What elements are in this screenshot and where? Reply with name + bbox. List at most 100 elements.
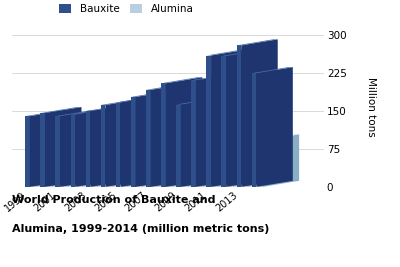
Polygon shape bbox=[90, 105, 127, 187]
Bar bbox=[32, 160, 36, 187]
Text: Alumina, 1999-2014 (million metric tons): Alumina, 1999-2014 (million metric tons) bbox=[12, 224, 269, 234]
Polygon shape bbox=[146, 84, 187, 90]
Polygon shape bbox=[213, 135, 254, 142]
Bar bbox=[101, 105, 105, 187]
Polygon shape bbox=[101, 99, 142, 105]
Polygon shape bbox=[211, 49, 248, 187]
Legend: Bauxite, Alumina: Bauxite, Alumina bbox=[55, 0, 198, 18]
Polygon shape bbox=[222, 50, 263, 56]
Bar bbox=[47, 159, 51, 187]
Polygon shape bbox=[45, 107, 82, 187]
Polygon shape bbox=[56, 110, 96, 116]
Bar bbox=[176, 104, 181, 187]
Polygon shape bbox=[248, 133, 284, 187]
Bar bbox=[243, 139, 248, 187]
Polygon shape bbox=[131, 91, 172, 97]
Polygon shape bbox=[241, 39, 278, 187]
Bar bbox=[191, 80, 196, 187]
Bar bbox=[122, 155, 127, 187]
Polygon shape bbox=[181, 99, 217, 187]
Polygon shape bbox=[47, 153, 88, 159]
Polygon shape bbox=[120, 96, 157, 187]
Bar bbox=[62, 161, 66, 187]
Bar bbox=[222, 56, 226, 187]
Polygon shape bbox=[77, 154, 118, 160]
Polygon shape bbox=[122, 148, 163, 155]
Polygon shape bbox=[107, 150, 148, 156]
Bar bbox=[70, 115, 75, 187]
Bar bbox=[146, 90, 151, 187]
Polygon shape bbox=[75, 109, 112, 187]
Polygon shape bbox=[32, 154, 73, 160]
Polygon shape bbox=[256, 67, 293, 187]
Polygon shape bbox=[151, 84, 187, 187]
Bar bbox=[92, 158, 96, 187]
Polygon shape bbox=[25, 110, 66, 116]
Polygon shape bbox=[191, 74, 232, 80]
Bar bbox=[77, 160, 82, 187]
Bar bbox=[86, 111, 90, 187]
Bar bbox=[116, 103, 120, 187]
Bar bbox=[206, 56, 211, 187]
Polygon shape bbox=[30, 110, 66, 187]
Polygon shape bbox=[232, 136, 269, 187]
Polygon shape bbox=[217, 135, 254, 187]
Bar bbox=[161, 83, 166, 187]
Polygon shape bbox=[62, 155, 103, 161]
Text: World Production of Bauxite and: World Production of Bauxite and bbox=[12, 195, 216, 205]
Polygon shape bbox=[172, 142, 208, 187]
Bar bbox=[258, 140, 263, 187]
Bar bbox=[107, 156, 112, 187]
Bar bbox=[236, 45, 241, 187]
Polygon shape bbox=[36, 154, 73, 187]
Polygon shape bbox=[51, 153, 88, 187]
Polygon shape bbox=[236, 39, 278, 45]
Polygon shape bbox=[196, 74, 232, 187]
Bar bbox=[198, 146, 202, 187]
Polygon shape bbox=[137, 146, 178, 152]
Y-axis label: Million tons: Million tons bbox=[366, 77, 376, 137]
Polygon shape bbox=[198, 139, 239, 146]
Bar bbox=[56, 116, 60, 187]
Polygon shape bbox=[263, 134, 299, 187]
Polygon shape bbox=[116, 96, 157, 103]
Polygon shape bbox=[157, 144, 194, 187]
Polygon shape bbox=[182, 146, 224, 152]
Polygon shape bbox=[187, 146, 224, 187]
Polygon shape bbox=[202, 139, 239, 187]
Bar bbox=[168, 148, 172, 187]
Polygon shape bbox=[228, 136, 269, 142]
Bar bbox=[25, 116, 30, 187]
Polygon shape bbox=[112, 150, 148, 187]
Bar bbox=[137, 152, 142, 187]
Polygon shape bbox=[60, 110, 96, 187]
Bar bbox=[252, 73, 256, 187]
Bar bbox=[182, 152, 187, 187]
Polygon shape bbox=[161, 77, 202, 83]
Bar bbox=[131, 97, 136, 187]
Polygon shape bbox=[226, 50, 263, 187]
Polygon shape bbox=[70, 109, 112, 115]
Bar bbox=[228, 142, 232, 187]
Polygon shape bbox=[142, 146, 178, 187]
Polygon shape bbox=[127, 148, 163, 187]
Bar bbox=[213, 142, 217, 187]
Polygon shape bbox=[92, 152, 133, 158]
Polygon shape bbox=[168, 142, 208, 148]
Polygon shape bbox=[96, 152, 133, 187]
Polygon shape bbox=[166, 77, 202, 187]
Polygon shape bbox=[136, 91, 172, 187]
Polygon shape bbox=[40, 107, 82, 113]
Polygon shape bbox=[243, 133, 284, 139]
Bar bbox=[40, 113, 45, 187]
Polygon shape bbox=[206, 49, 248, 56]
Polygon shape bbox=[86, 105, 127, 111]
Polygon shape bbox=[252, 67, 293, 73]
Polygon shape bbox=[82, 154, 118, 187]
Polygon shape bbox=[105, 99, 142, 187]
Polygon shape bbox=[258, 134, 299, 140]
Bar bbox=[152, 151, 157, 187]
Polygon shape bbox=[176, 99, 217, 104]
Polygon shape bbox=[152, 144, 194, 151]
Polygon shape bbox=[66, 155, 103, 187]
